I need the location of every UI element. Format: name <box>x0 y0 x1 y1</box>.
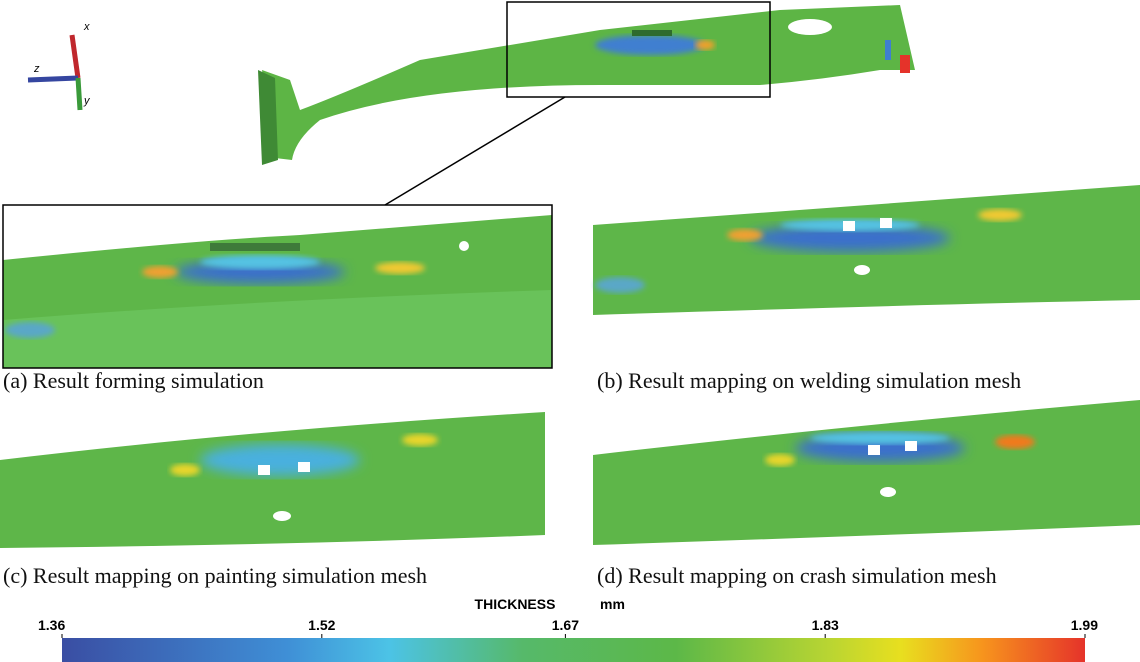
panel-d-image <box>593 400 1140 545</box>
colorbar-tick-label: 1.67 <box>552 617 579 633</box>
panel-c-image <box>0 412 545 548</box>
panel-b-image <box>593 185 1140 315</box>
colorbar-unit: mm <box>600 596 625 612</box>
axis-y-label: y <box>83 95 91 107</box>
axis-z-label: z <box>33 63 40 75</box>
colorbar-tick-label: 1.99 <box>1071 617 1098 633</box>
colorbar-gradient <box>62 638 1085 662</box>
colorbar-tick-label: 1.52 <box>308 617 335 633</box>
colorbar-tick-label: 1.83 <box>812 617 839 633</box>
colorbar-title: THICKNESS <box>475 596 556 612</box>
colorbar-tick-label: 1.36 <box>38 617 65 633</box>
axis-triad: x z y <box>28 21 91 110</box>
axis-x-label: x <box>83 21 90 33</box>
caption: (b) Result mapping on welding simulation… <box>597 368 1021 394</box>
caption: (a) Result forming simulation <box>3 368 264 394</box>
colorbar: THICKNESS mm 1.36 1.52 1.67 1.83 1.99 <box>38 596 1098 662</box>
caption: (c) Result mapping on painting simulatio… <box>3 563 427 589</box>
part-overview <box>258 2 915 205</box>
panel-a-image <box>3 205 552 368</box>
figure: x z y <box>0 0 1140 662</box>
caption: (d) Result mapping on crash simulation m… <box>597 563 997 589</box>
